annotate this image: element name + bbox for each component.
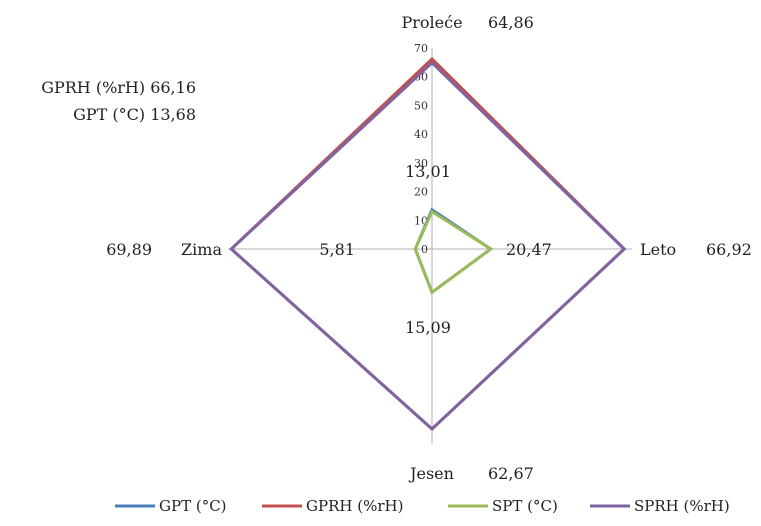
tick-label: 30: [414, 157, 428, 170]
legend-label: GPT (°C): [159, 497, 227, 515]
series-line: [229, 60, 627, 432]
series-line: [413, 209, 494, 295]
annotation-top-inner: 13,01: [405, 162, 451, 181]
axis-label-left: Zima: [181, 240, 222, 259]
tick-label: 50: [414, 99, 428, 112]
legend: GPT (°C) GPRH (%rH) SPT (°C) SPRH (%rH): [115, 497, 730, 515]
annotation-right-inner: 20,47: [506, 240, 552, 259]
legend-label: SPT (°C): [492, 497, 558, 515]
axis-label-right: Leto: [640, 240, 676, 259]
axis-label-bottom: Jesen: [408, 464, 454, 483]
annotation-gpt: GPT (°C) 13,68: [73, 105, 196, 124]
annotation-top-value: 64,86: [488, 13, 534, 32]
annotation-left-inner: 5,81: [319, 240, 355, 259]
axis-label-top: Proleće: [401, 13, 462, 32]
legend-label: GPRH (%rH): [306, 497, 403, 515]
annotation-gprh: GPRH (%rH) 66,16: [41, 78, 196, 97]
annotation-left-value: 69,89: [106, 240, 152, 259]
tick-label: 40: [414, 128, 428, 141]
annotation-bottom-value: 62,67: [488, 464, 534, 483]
tick-label: 70: [414, 42, 428, 55]
annotation-bottom-inner: 15,09: [405, 318, 451, 337]
tick-label: 20: [414, 186, 428, 199]
tick-label: 0: [421, 243, 428, 256]
legend-label: SPRH (%rH): [634, 497, 730, 515]
series-group: [229, 56, 627, 432]
annotation-right-value: 66,92: [706, 240, 752, 259]
